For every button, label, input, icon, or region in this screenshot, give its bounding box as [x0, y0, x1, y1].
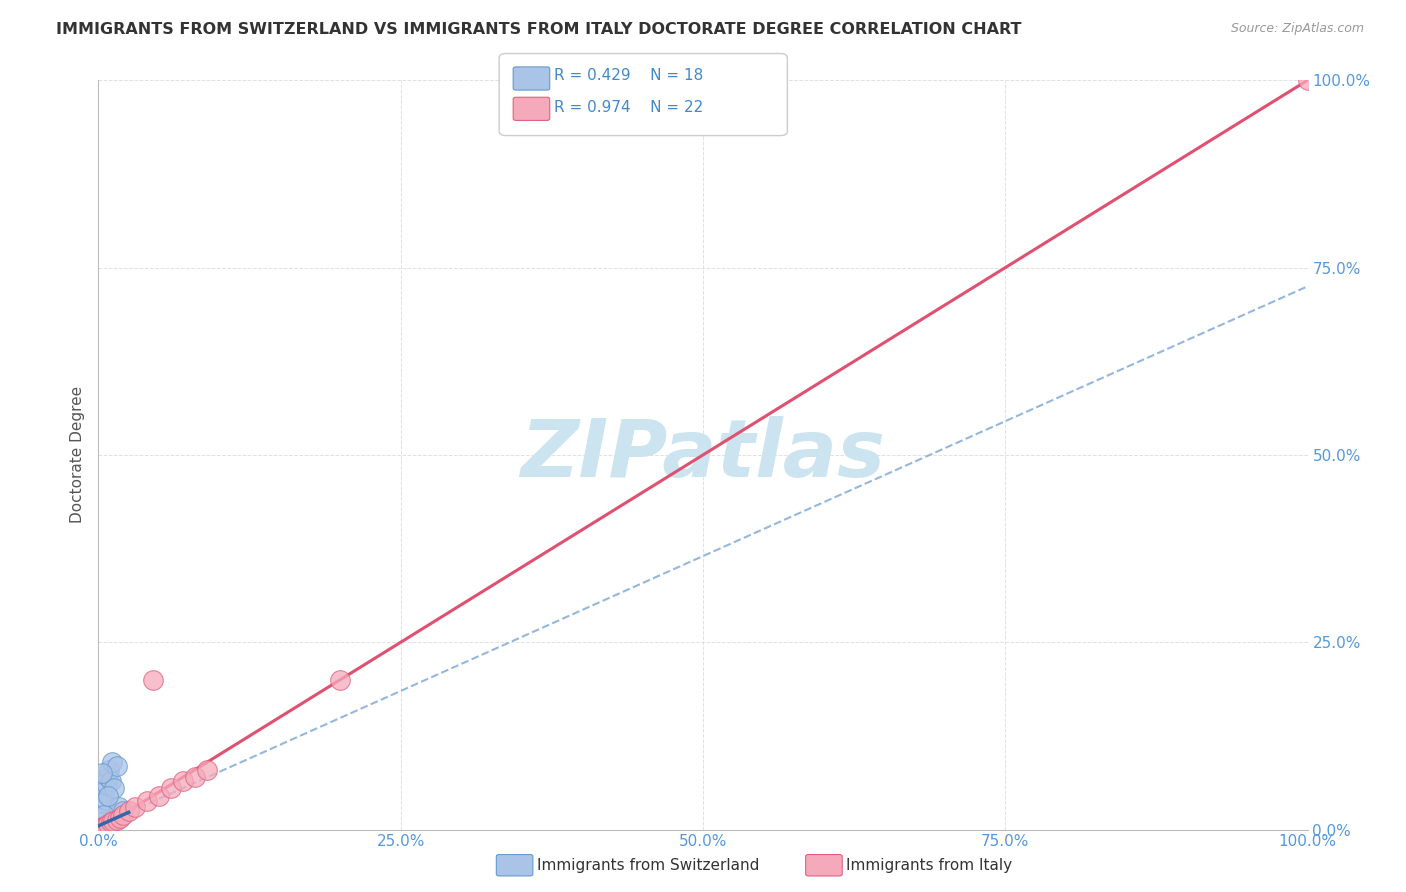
Point: [142, 673, 165, 687]
Point: [135, 794, 157, 808]
Point: [90, 821, 112, 835]
Text: IMMIGRANTS FROM SWITZERLAND VS IMMIGRANTS FROM ITALY DOCTORATE DEGREE CORRELATIO: IMMIGRANTS FROM SWITZERLAND VS IMMIGRANT…: [56, 22, 1022, 37]
Point: [90, 819, 112, 833]
Point: [96, 778, 118, 792]
Point: [108, 800, 131, 814]
Point: [124, 800, 146, 814]
Text: Immigrants from Italy: Immigrants from Italy: [846, 858, 1012, 872]
Point: [105, 759, 128, 773]
Point: [105, 813, 128, 827]
Point: [94, 792, 117, 806]
Text: Immigrants from Switzerland: Immigrants from Switzerland: [537, 858, 759, 872]
Point: [91, 811, 114, 825]
Point: [97, 770, 120, 784]
Point: [329, 673, 352, 687]
Point: [94, 819, 117, 833]
Point: [195, 763, 218, 777]
Point: [97, 789, 120, 803]
Point: [160, 781, 183, 796]
Point: [100, 815, 122, 830]
Point: [91, 766, 114, 780]
Point: [93, 807, 115, 822]
Point: [91, 797, 114, 811]
Point: [100, 755, 122, 769]
Point: [103, 781, 125, 796]
Point: [118, 804, 141, 818]
Point: [184, 770, 207, 784]
Point: [1296, 73, 1319, 87]
Text: Source: ZipAtlas.com: Source: ZipAtlas.com: [1230, 22, 1364, 36]
Point: [148, 789, 170, 803]
Text: R = 0.974    N = 22: R = 0.974 N = 22: [554, 100, 703, 114]
Point: [98, 763, 121, 777]
Point: [111, 804, 134, 818]
Text: ZIPatlas: ZIPatlas: [520, 416, 886, 494]
Point: [108, 811, 131, 825]
Text: R = 0.429    N = 18: R = 0.429 N = 18: [554, 69, 703, 83]
Point: [93, 820, 115, 834]
Point: [93, 785, 115, 799]
Point: [111, 807, 134, 822]
Point: [100, 773, 122, 788]
Point: [89, 822, 111, 836]
Point: [97, 816, 120, 830]
Point: [101, 814, 124, 828]
Point: [89, 822, 111, 836]
Y-axis label: Doctorate Degree: Doctorate Degree: [69, 386, 84, 524]
Point: [172, 773, 194, 788]
Point: [91, 820, 114, 834]
